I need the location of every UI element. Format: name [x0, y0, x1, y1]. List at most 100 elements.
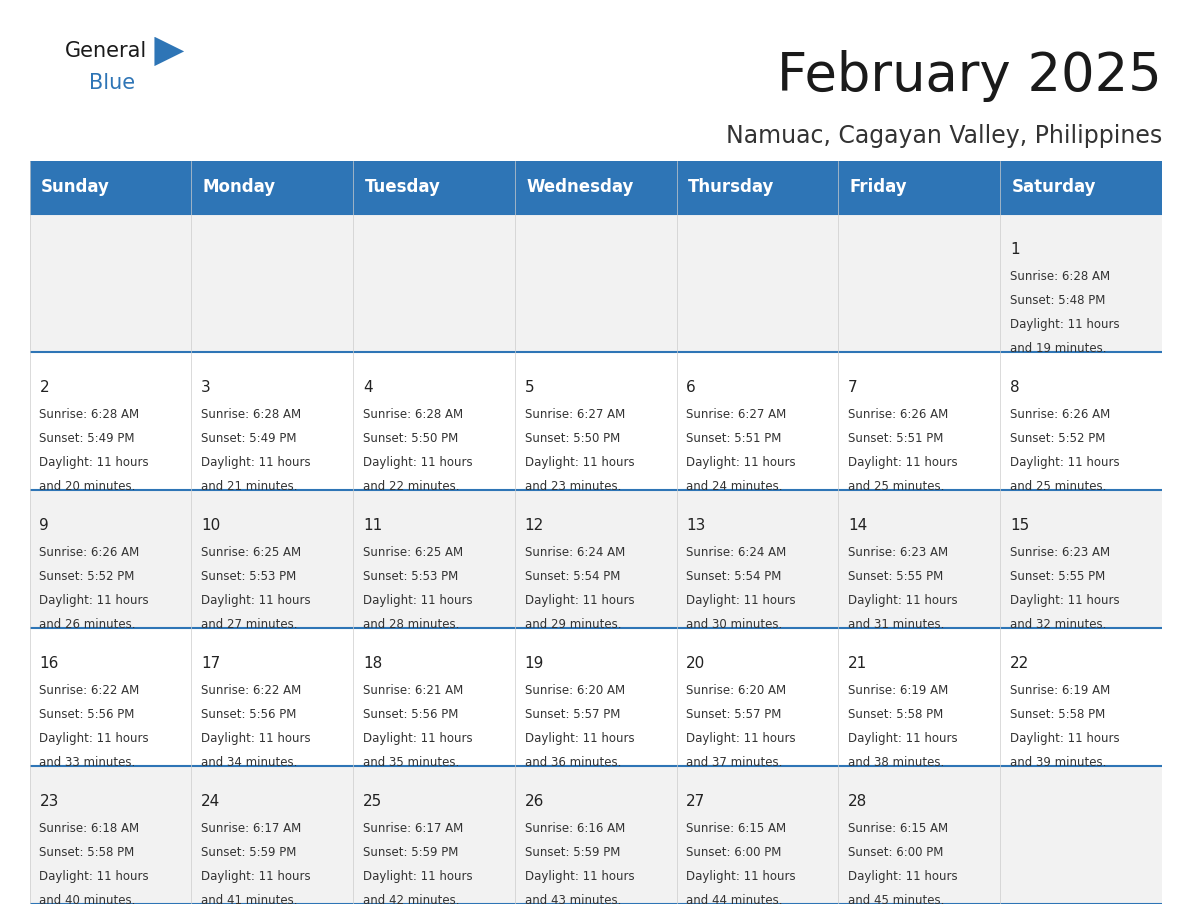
Text: 5: 5: [525, 380, 535, 395]
Text: General: General: [65, 41, 147, 62]
Text: Daylight: 11 hours: Daylight: 11 hours: [687, 870, 796, 883]
Text: Sunset: 5:48 PM: Sunset: 5:48 PM: [1010, 294, 1105, 307]
Text: Sunrise: 6:25 AM: Sunrise: 6:25 AM: [362, 545, 463, 558]
Text: Monday: Monday: [203, 178, 276, 196]
Text: Daylight: 11 hours: Daylight: 11 hours: [201, 594, 311, 607]
Text: Sunset: 5:59 PM: Sunset: 5:59 PM: [362, 845, 459, 858]
Text: Sunset: 5:53 PM: Sunset: 5:53 PM: [362, 570, 459, 583]
Text: Sunset: 5:49 PM: Sunset: 5:49 PM: [201, 431, 297, 444]
Text: Tuesday: Tuesday: [365, 178, 441, 196]
Text: Sunrise: 6:22 AM: Sunrise: 6:22 AM: [39, 684, 140, 697]
Text: Sunrise: 6:15 AM: Sunrise: 6:15 AM: [848, 822, 948, 834]
Text: Daylight: 11 hours: Daylight: 11 hours: [687, 456, 796, 469]
Bar: [677, 490, 839, 628]
Bar: [514, 161, 677, 214]
Text: Sunrise: 6:17 AM: Sunrise: 6:17 AM: [201, 822, 302, 834]
Text: Daylight: 11 hours: Daylight: 11 hours: [525, 456, 634, 469]
Text: Sunrise: 6:27 AM: Sunrise: 6:27 AM: [687, 408, 786, 420]
Text: Daylight: 11 hours: Daylight: 11 hours: [362, 870, 473, 883]
Text: 1: 1: [1010, 241, 1019, 257]
Bar: [30, 353, 191, 490]
Text: Sunrise: 6:26 AM: Sunrise: 6:26 AM: [848, 408, 948, 420]
Text: Daylight: 11 hours: Daylight: 11 hours: [1010, 456, 1119, 469]
Text: Daylight: 11 hours: Daylight: 11 hours: [201, 732, 311, 744]
Text: Sunset: 5:56 PM: Sunset: 5:56 PM: [362, 708, 459, 721]
Text: and 44 minutes.: and 44 minutes.: [687, 894, 783, 907]
Text: and 43 minutes.: and 43 minutes.: [525, 894, 621, 907]
Text: Sunrise: 6:19 AM: Sunrise: 6:19 AM: [848, 684, 948, 697]
Text: and 40 minutes.: and 40 minutes.: [39, 894, 135, 907]
Text: Sunset: 5:54 PM: Sunset: 5:54 PM: [525, 570, 620, 583]
Text: and 35 minutes.: and 35 minutes.: [362, 756, 459, 769]
Bar: [677, 214, 839, 353]
Text: 17: 17: [201, 655, 221, 671]
Text: Daylight: 11 hours: Daylight: 11 hours: [1010, 318, 1119, 330]
Bar: [839, 490, 1000, 628]
Text: February 2025: February 2025: [777, 50, 1162, 103]
Bar: [1000, 161, 1162, 214]
Text: Daylight: 11 hours: Daylight: 11 hours: [848, 732, 958, 744]
Text: Sunset: 5:49 PM: Sunset: 5:49 PM: [39, 431, 135, 444]
Text: Daylight: 11 hours: Daylight: 11 hours: [848, 870, 958, 883]
Text: 15: 15: [1010, 518, 1029, 532]
Bar: [353, 490, 514, 628]
Text: and 37 minutes.: and 37 minutes.: [687, 756, 783, 769]
Text: Sunrise: 6:25 AM: Sunrise: 6:25 AM: [201, 545, 302, 558]
Text: 11: 11: [362, 518, 383, 532]
Text: 4: 4: [362, 380, 373, 395]
Text: and 28 minutes.: and 28 minutes.: [362, 618, 460, 631]
Text: 18: 18: [362, 655, 383, 671]
Text: 2: 2: [39, 380, 49, 395]
Text: Sunset: 5:55 PM: Sunset: 5:55 PM: [1010, 570, 1105, 583]
Text: Daylight: 11 hours: Daylight: 11 hours: [687, 732, 796, 744]
Text: Friday: Friday: [849, 178, 908, 196]
Text: Sunrise: 6:15 AM: Sunrise: 6:15 AM: [687, 822, 786, 834]
Text: Sunset: 5:58 PM: Sunset: 5:58 PM: [1010, 708, 1105, 721]
Bar: [839, 628, 1000, 767]
Text: Sunset: 5:52 PM: Sunset: 5:52 PM: [1010, 431, 1105, 444]
Text: Thursday: Thursday: [688, 178, 775, 196]
Bar: [353, 161, 514, 214]
Text: Sunrise: 6:20 AM: Sunrise: 6:20 AM: [687, 684, 786, 697]
Text: Sunrise: 6:28 AM: Sunrise: 6:28 AM: [201, 408, 302, 420]
Text: 9: 9: [39, 518, 49, 532]
Bar: [191, 214, 353, 353]
Text: Sunset: 5:58 PM: Sunset: 5:58 PM: [39, 845, 134, 858]
Bar: [30, 628, 191, 767]
Text: Sunrise: 6:18 AM: Sunrise: 6:18 AM: [39, 822, 139, 834]
Text: Daylight: 11 hours: Daylight: 11 hours: [39, 594, 148, 607]
Text: Sunrise: 6:22 AM: Sunrise: 6:22 AM: [201, 684, 302, 697]
Text: Daylight: 11 hours: Daylight: 11 hours: [39, 732, 148, 744]
Bar: [30, 214, 191, 353]
Text: and 26 minutes.: and 26 minutes.: [39, 618, 135, 631]
Text: Daylight: 11 hours: Daylight: 11 hours: [525, 594, 634, 607]
Text: Daylight: 11 hours: Daylight: 11 hours: [1010, 732, 1119, 744]
Bar: [30, 490, 191, 628]
Text: Sunrise: 6:26 AM: Sunrise: 6:26 AM: [1010, 408, 1110, 420]
Text: Sunrise: 6:28 AM: Sunrise: 6:28 AM: [39, 408, 139, 420]
Text: Sunset: 5:59 PM: Sunset: 5:59 PM: [525, 845, 620, 858]
Bar: [839, 353, 1000, 490]
Text: Sunset: 5:50 PM: Sunset: 5:50 PM: [525, 431, 620, 444]
Text: and 39 minutes.: and 39 minutes.: [1010, 756, 1106, 769]
Bar: [191, 490, 353, 628]
Bar: [514, 767, 677, 904]
Text: and 45 minutes.: and 45 minutes.: [848, 894, 944, 907]
Text: Sunrise: 6:17 AM: Sunrise: 6:17 AM: [362, 822, 463, 834]
Bar: [191, 353, 353, 490]
Text: and 27 minutes.: and 27 minutes.: [201, 618, 298, 631]
Text: Daylight: 11 hours: Daylight: 11 hours: [525, 732, 634, 744]
Bar: [1000, 628, 1162, 767]
Text: and 36 minutes.: and 36 minutes.: [525, 756, 621, 769]
Text: Daylight: 11 hours: Daylight: 11 hours: [525, 870, 634, 883]
Text: Sunset: 5:51 PM: Sunset: 5:51 PM: [687, 431, 782, 444]
Text: Sunrise: 6:24 AM: Sunrise: 6:24 AM: [687, 545, 786, 558]
Bar: [1000, 490, 1162, 628]
Text: Saturday: Saturday: [1011, 178, 1097, 196]
Text: Daylight: 11 hours: Daylight: 11 hours: [687, 594, 796, 607]
Text: Sunset: 5:55 PM: Sunset: 5:55 PM: [848, 570, 943, 583]
Text: 7: 7: [848, 380, 858, 395]
Text: and 29 minutes.: and 29 minutes.: [525, 618, 621, 631]
Text: Sunrise: 6:26 AM: Sunrise: 6:26 AM: [39, 545, 140, 558]
Bar: [514, 214, 677, 353]
